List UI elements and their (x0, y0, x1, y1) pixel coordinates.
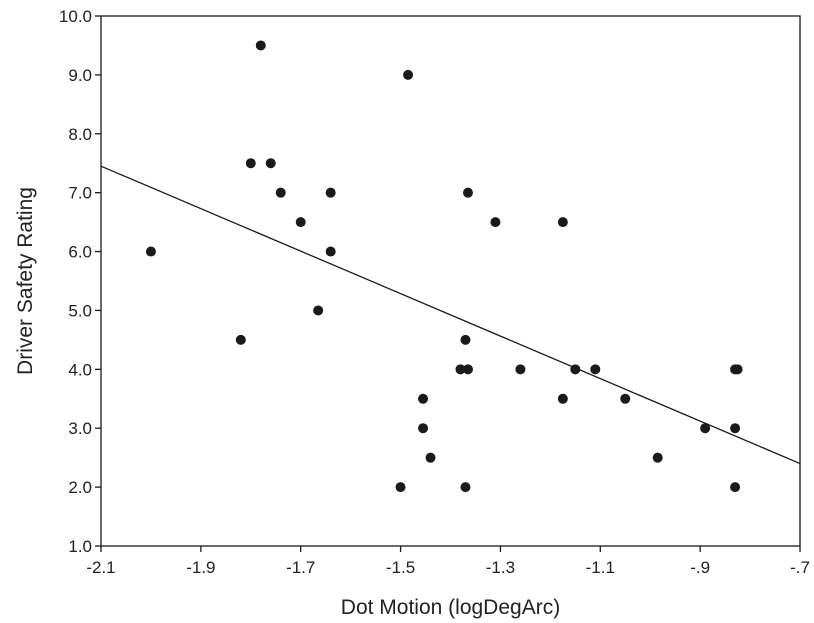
x-axis-label: Dot Motion (logDegArc) (341, 596, 560, 619)
data-point (515, 364, 526, 375)
data-point (460, 334, 471, 345)
data-point (425, 452, 436, 463)
y-tick-label: 8.0 (68, 125, 92, 144)
x-tick-label: -1.1 (586, 558, 615, 577)
x-tick-label: -.7 (790, 558, 810, 577)
x-tick-label: -1.3 (486, 558, 515, 577)
data-point (462, 364, 473, 375)
data-point (255, 40, 266, 51)
data-point (145, 246, 156, 257)
data-point (418, 393, 429, 404)
data-point (460, 482, 471, 493)
y-tick-label: 4.0 (68, 360, 92, 379)
x-tick-label: -.9 (690, 558, 710, 577)
plot-frame (100, 15, 801, 547)
x-axis-ticks: -2.1 -1.9 -1.7 -1.5 -1.3 -1.1 -.9 -.7 (86, 546, 810, 577)
data-point (730, 482, 741, 493)
data-points (145, 40, 743, 493)
x-tick-label: -1.9 (186, 558, 215, 577)
x-tick-label: -1.7 (286, 558, 315, 577)
y-axis-ticks: 1.0 2.0 3.0 4.0 5.0 6.0 7.0 8.0 9.0 10.0 (59, 7, 101, 556)
data-point (418, 423, 429, 434)
data-point (403, 69, 414, 80)
data-point (620, 393, 631, 404)
y-tick-label: 1.0 (68, 537, 92, 556)
y-tick-label: 2.0 (68, 478, 92, 497)
trend-line (100, 165, 801, 465)
data-point (313, 305, 324, 316)
data-point (557, 217, 568, 228)
data-point (325, 187, 336, 198)
data-point (325, 246, 336, 257)
y-tick-label: 7.0 (68, 184, 92, 203)
data-point (265, 158, 276, 169)
y-tick-label: 9.0 (68, 66, 92, 85)
data-point (732, 364, 743, 375)
y-tick-label: 3.0 (68, 419, 92, 438)
data-point (295, 217, 306, 228)
data-point (395, 482, 406, 493)
data-point (570, 364, 581, 375)
data-point (590, 364, 601, 375)
data-point (245, 158, 256, 169)
x-tick-label: -2.1 (86, 558, 115, 577)
data-point (700, 423, 711, 434)
data-point (455, 364, 466, 375)
data-point (557, 393, 568, 404)
data-point (235, 334, 246, 345)
data-point (275, 187, 286, 198)
x-tick-label: -1.5 (386, 558, 415, 577)
data-point (462, 187, 473, 198)
y-tick-label: 10.0 (59, 7, 92, 26)
data-point (652, 452, 663, 463)
data-point (730, 423, 741, 434)
data-point (490, 217, 501, 228)
y-tick-label: 5.0 (68, 301, 92, 320)
y-tick-label: 6.0 (68, 243, 92, 262)
y-axis-label: Driver Safety Rating (14, 187, 37, 375)
